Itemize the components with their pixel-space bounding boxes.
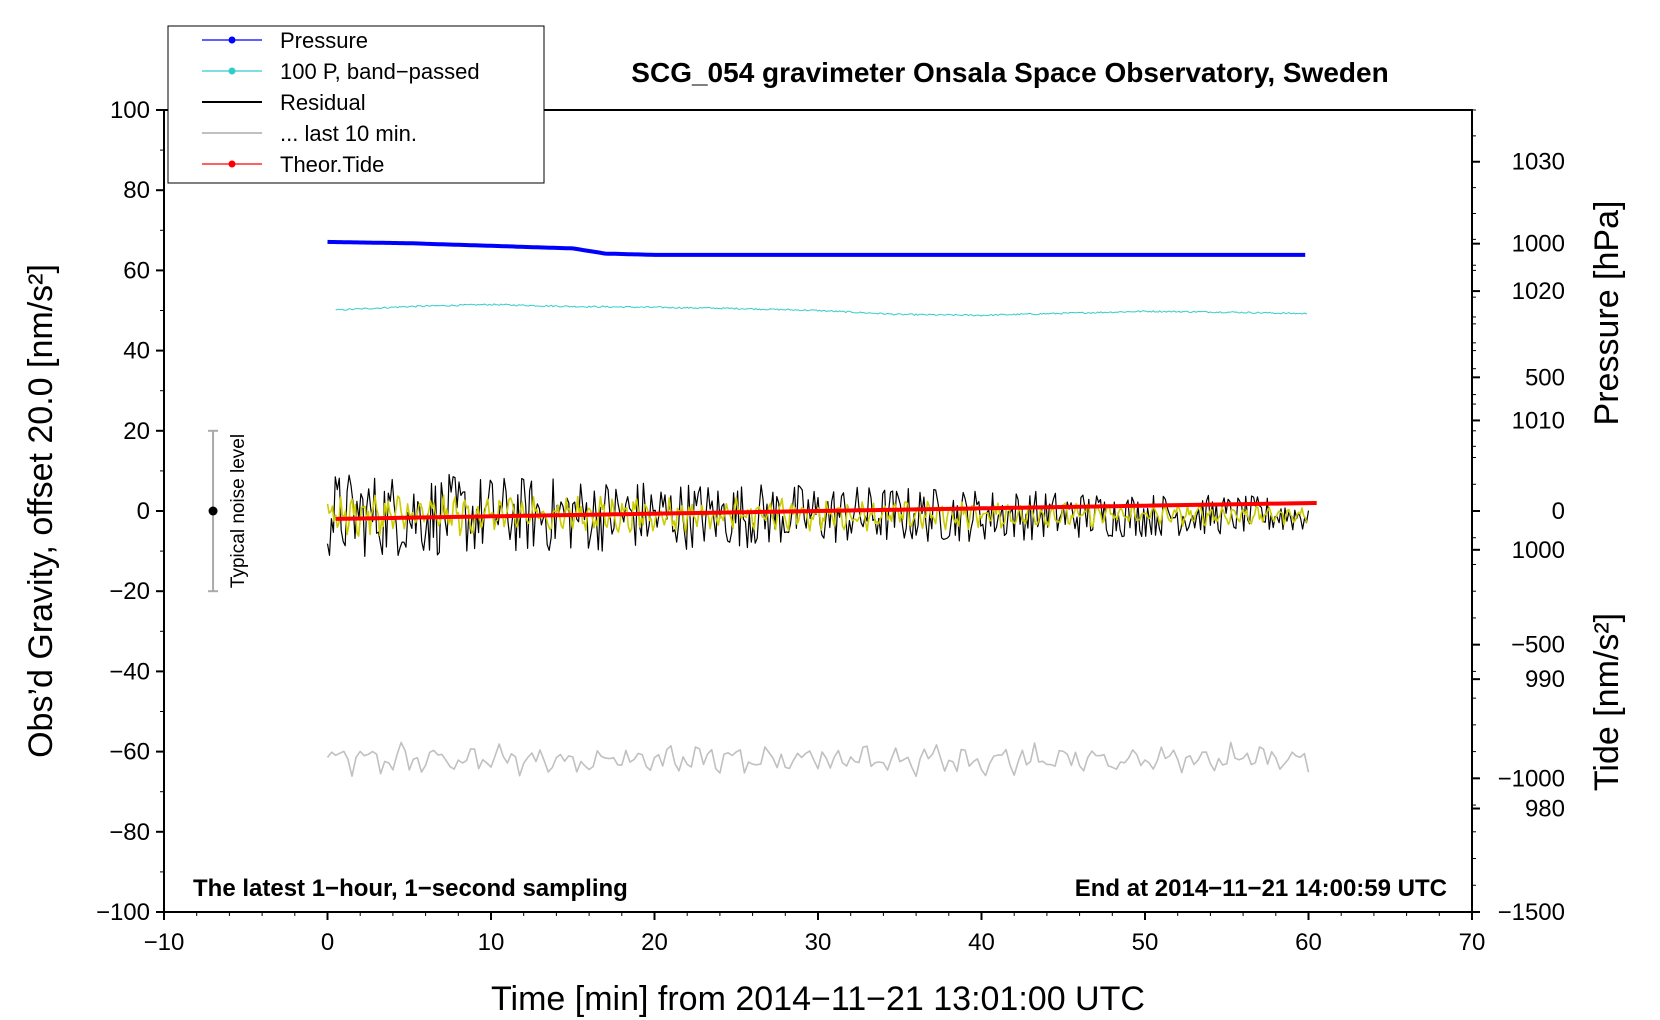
legend-label-4: Theor.Tide xyxy=(280,152,384,177)
series-line-3 xyxy=(326,741,1310,778)
y-tick-label: 60 xyxy=(123,257,150,284)
noise-label: Typical noise level xyxy=(228,434,249,588)
y-tick-label: −20 xyxy=(109,578,150,605)
legend-label-2: Residual xyxy=(280,90,366,115)
series-line-0 xyxy=(327,239,1306,257)
tide-tick-label: 0 xyxy=(1552,498,1565,525)
tide-tick-label: −500 xyxy=(1511,632,1565,659)
pressure-tick-label: 980 xyxy=(1525,796,1565,823)
series-layer xyxy=(326,239,1317,778)
tide-tick-label: −1000 xyxy=(1498,765,1565,792)
series-line-2 xyxy=(326,473,1310,557)
legend: Pressure 100 P, band−passed Residual ... la… xyxy=(167,25,545,184)
x-tick-label: 0 xyxy=(321,929,334,956)
x-tick-label: 20 xyxy=(641,929,668,956)
x-tick-label: 10 xyxy=(478,929,505,956)
axis-ticks xyxy=(156,109,1480,920)
legend-box xyxy=(167,25,545,184)
tide-axis-title: Tide [nm/s²] xyxy=(1588,613,1626,791)
x-tick-label: 70 xyxy=(1459,929,1486,956)
noise-center-dot xyxy=(208,506,218,516)
legend-label-1: 100 P, band−passed xyxy=(280,59,480,84)
legend-marker-4 xyxy=(228,160,236,168)
legend-label-0: Pressure xyxy=(280,28,368,53)
tick-labels: −10 0 10 20 30 40 50 60 70−100−80−60−40−20020406… xyxy=(96,97,1565,956)
series-line-4 xyxy=(335,501,1317,521)
x-tick-label: 30 xyxy=(805,929,832,956)
note-left: The latest 1−hour, 1−second sampling xyxy=(193,875,628,902)
tide-tick-label: −1500 xyxy=(1498,899,1565,926)
x-axis-title: Time [min] from 2014−11−21 13:01:00 UTC xyxy=(491,980,1145,1018)
pressure-tick-label: 1000 xyxy=(1512,537,1565,564)
y-tick-label: 40 xyxy=(123,338,150,365)
legend-items: Pressure 100 P, band−passed Residual ... la… xyxy=(202,28,480,177)
y-tick-label: −100 xyxy=(96,899,150,926)
pressure-tick-label: 1010 xyxy=(1512,407,1565,434)
y-tick-label: −60 xyxy=(109,739,150,766)
noise-level-indicator: Typical noise level xyxy=(208,429,249,593)
y-tick-label: −40 xyxy=(109,658,150,685)
pressure-tick-label: 1020 xyxy=(1512,278,1565,305)
x-tick-label: −10 xyxy=(144,929,185,956)
pressure-tick-label: 990 xyxy=(1525,666,1565,693)
y-tick-label: −80 xyxy=(109,819,150,846)
note-right: End at 2014−11−21 14:00:59 UTC xyxy=(1075,875,1447,902)
legend-marker-1 xyxy=(228,67,236,75)
legend-label-3: ... last 10 min. xyxy=(280,121,417,146)
y-tick-label: 20 xyxy=(123,418,150,445)
x-tick-label: 40 xyxy=(968,929,995,956)
chart-title: SCG_054 gravimeter Onsala Space Observat… xyxy=(631,57,1388,88)
y-tick-label: 0 xyxy=(137,498,150,525)
legend-marker-0 xyxy=(228,36,236,44)
y-axis-title: Obs’d Gravity, offset 20.0 [nm/s²] xyxy=(22,264,60,758)
x-tick-label: 50 xyxy=(1132,929,1159,956)
series-line-1 xyxy=(335,303,1308,317)
y-tick-label: 100 xyxy=(110,97,150,124)
y-tick-label: 80 xyxy=(123,177,150,204)
pressure-axis-title: Pressure [hPa] xyxy=(1588,201,1626,426)
pressure-tick-label: 1030 xyxy=(1512,149,1565,176)
tide-tick-label: 1000 xyxy=(1512,231,1565,258)
x-tick-label: 60 xyxy=(1295,929,1322,956)
tide-tick-label: 500 xyxy=(1525,364,1565,391)
